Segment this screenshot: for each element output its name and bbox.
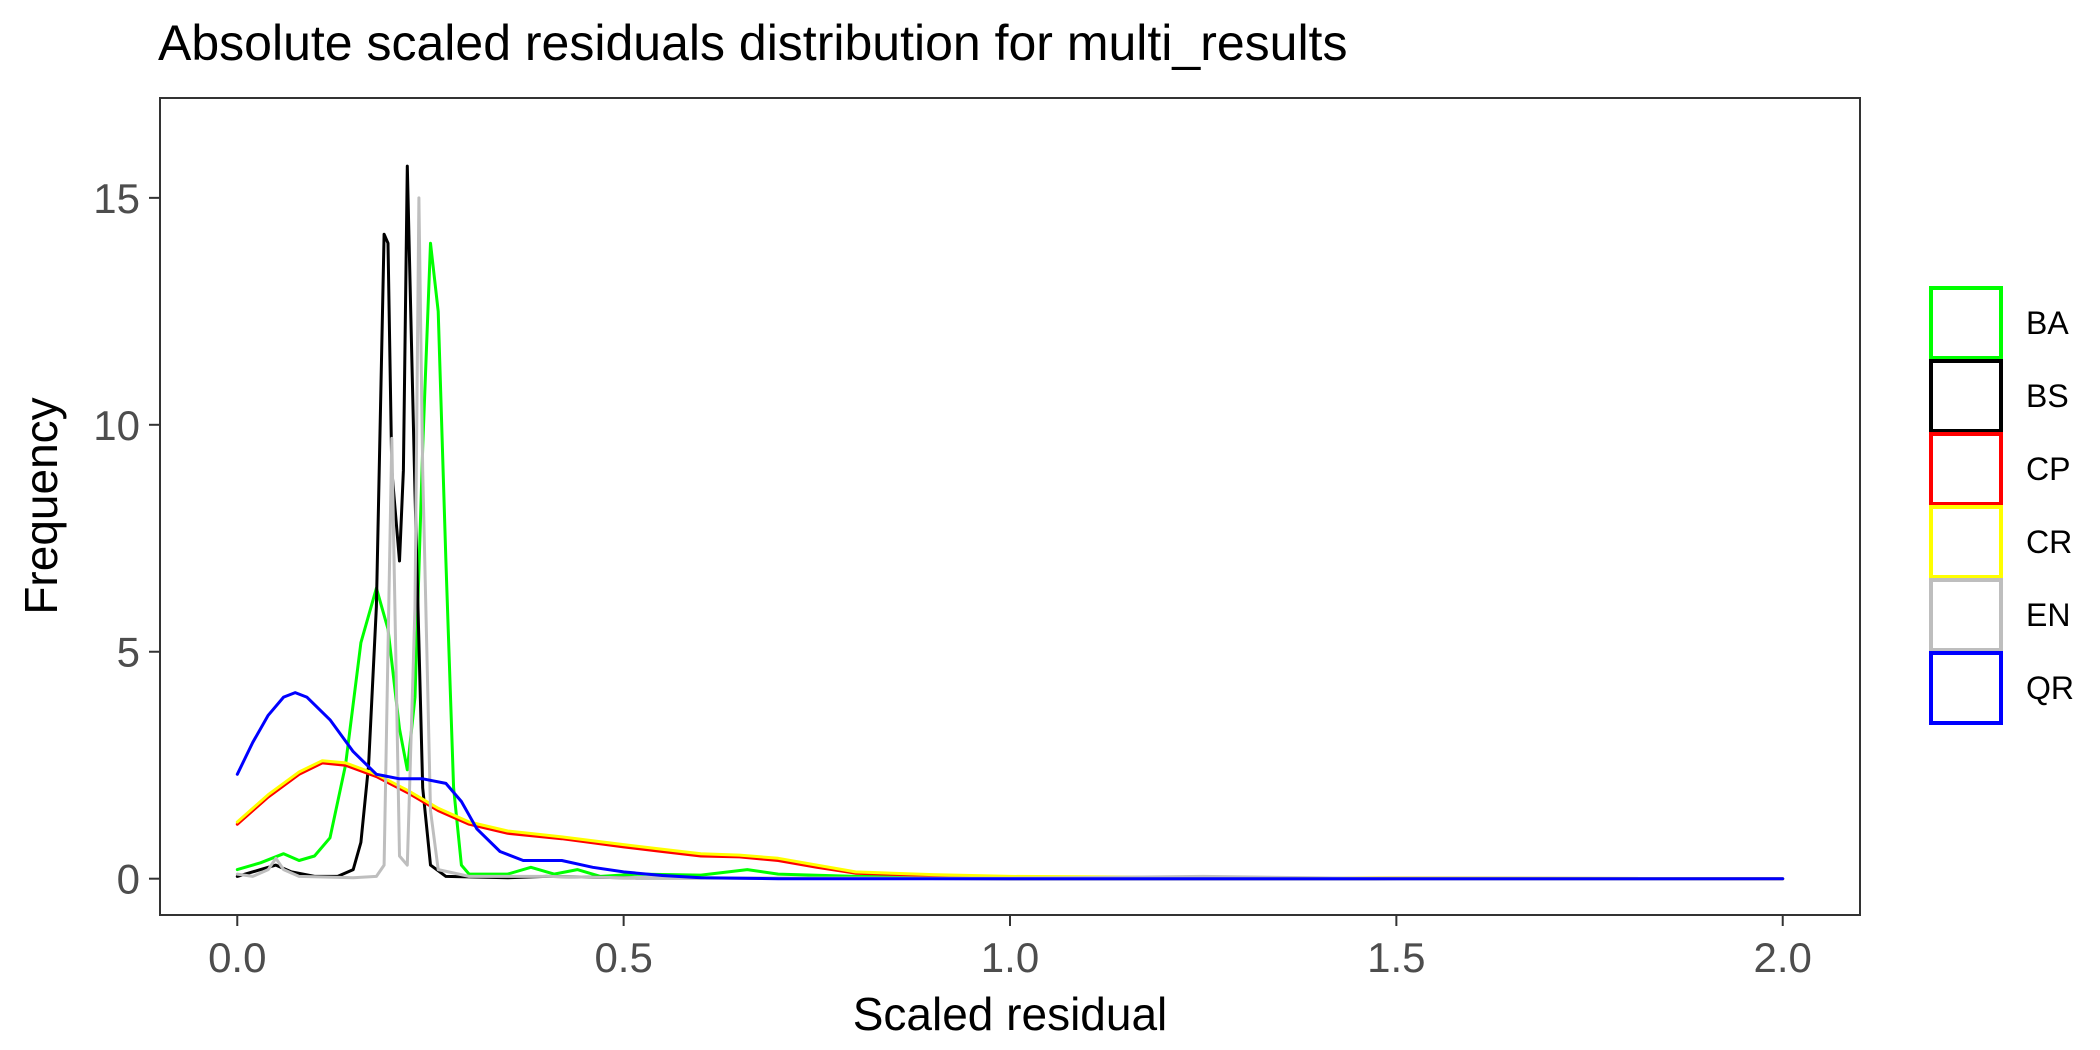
x-tick-label: 2.0	[1754, 934, 1812, 981]
legend-key-en	[1929, 578, 2003, 652]
series-line-cr	[235, 759, 1785, 881]
x-tick-label: 1.0	[981, 934, 1039, 981]
legend-key-cr	[1929, 505, 2003, 579]
chart-title: Absolute scaled residuals distribution f…	[158, 15, 1347, 71]
series-line-ba	[235, 241, 1785, 881]
y-axis-ticks: 0 5 10 15	[93, 175, 160, 903]
y-tick-label: 10	[93, 402, 140, 449]
legend-key-qr	[1929, 651, 2003, 725]
legend-label-ba: BA	[2026, 305, 2069, 341]
y-axis-title: Frequency	[15, 397, 67, 614]
legend-key-bs	[1929, 359, 2003, 433]
legend-label-cp: CP	[2026, 451, 2070, 487]
series-line-en	[235, 196, 1785, 881]
series-line-bs	[235, 164, 1785, 881]
series-lines	[235, 164, 1785, 881]
x-tick-label: 0.5	[594, 934, 652, 981]
series-line-qr	[235, 691, 1785, 881]
legend-label-en: EN	[2026, 597, 2070, 633]
x-tick-label: 1.5	[1367, 934, 1425, 981]
legend: BA BS CP CR EN QR	[1929, 286, 2074, 725]
legend-label-bs: BS	[2026, 378, 2069, 414]
y-tick-label: 5	[117, 629, 140, 676]
x-tick-label: 0.0	[208, 934, 266, 981]
legend-label-qr: QR	[2026, 670, 2074, 706]
y-tick-label: 0	[117, 856, 140, 903]
y-tick-label: 15	[93, 175, 140, 222]
x-axis-title: Scaled residual	[853, 988, 1168, 1040]
legend-key-cp	[1929, 432, 2003, 506]
x-axis-ticks: 0.0 0.5 1.0 1.5 2.0	[208, 915, 1812, 981]
legend-key-ba	[1929, 286, 2003, 360]
legend-label-cr: CR	[2026, 524, 2072, 560]
plot-panel: 0.0 0.5 1.0 1.5 2.0 0 5 10 15	[93, 97, 1861, 981]
